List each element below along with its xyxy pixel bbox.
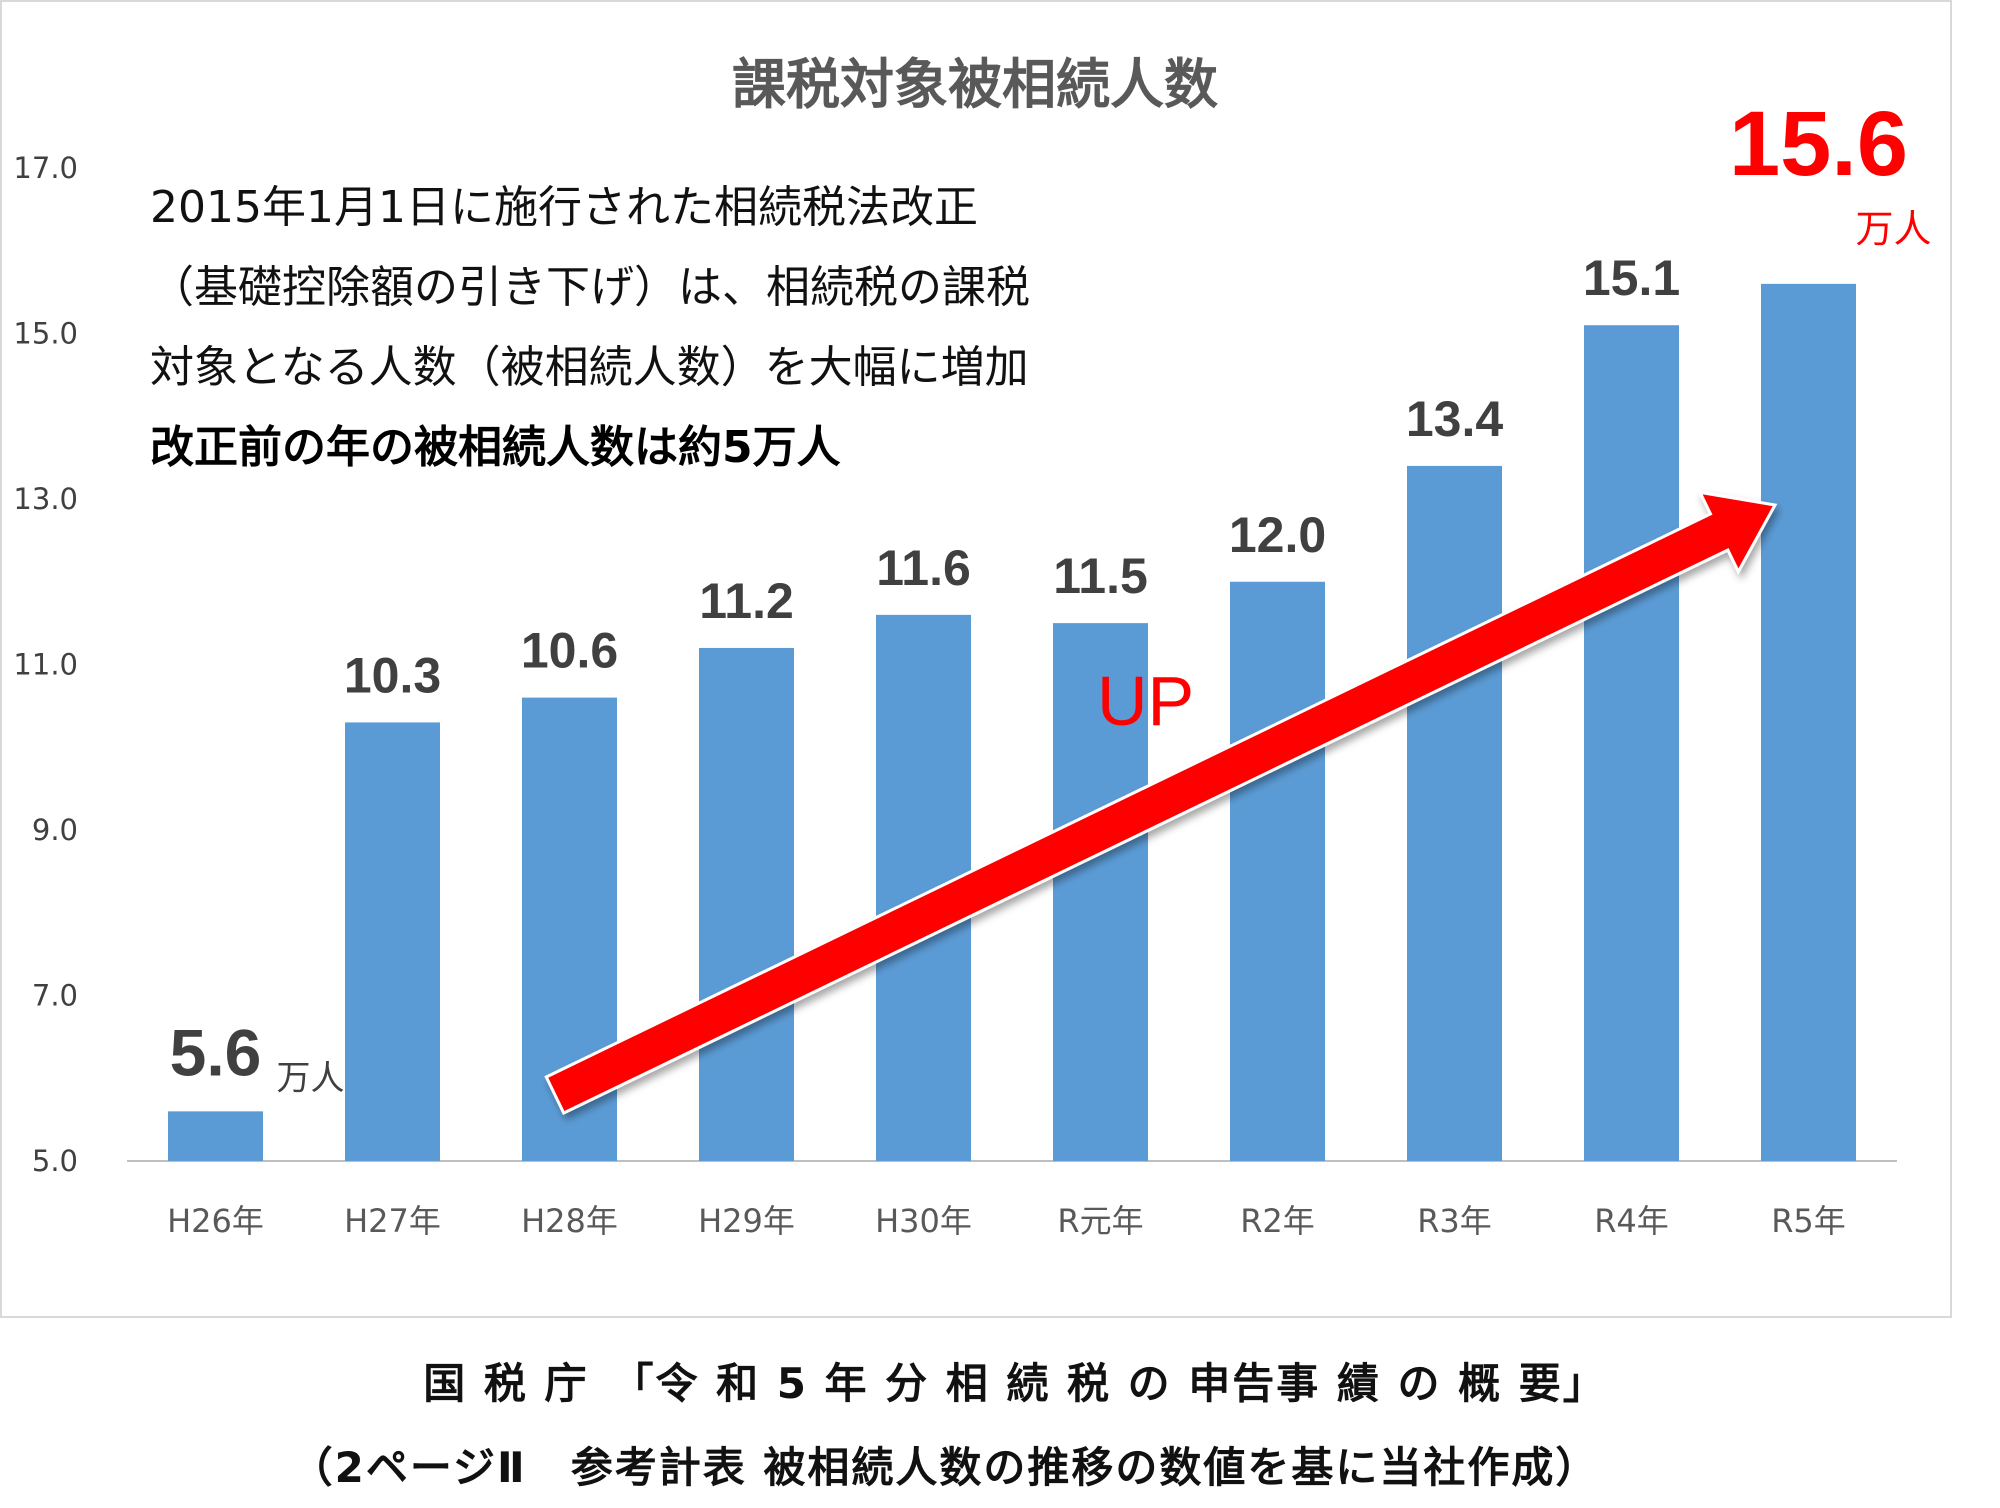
data-label: 11.5 xyxy=(1053,548,1148,604)
bar xyxy=(1584,325,1679,1162)
bar xyxy=(1407,465,1502,1161)
y-tick-label: 17.0 xyxy=(13,151,78,185)
data-label: 13.4 xyxy=(1406,391,1504,447)
up-arrow xyxy=(544,490,1778,1116)
annotation-line-2: （基礎控除額の引き下げ）は、相続税の課税 xyxy=(150,262,1030,313)
y-tick-label: 9.0 xyxy=(32,813,78,847)
bar xyxy=(345,722,440,1161)
x-tick-label: H27年 xyxy=(344,1202,441,1240)
data-label-unit: 万人 xyxy=(1855,207,1931,251)
x-axis: H26年 H27年 H28年 H29年 H30年 R元年 R2年 R3年 R4年 R5年 xyxy=(167,1202,1846,1240)
annotation-line-4: 改正前の年の被相続人数は約5万人 xyxy=(150,422,841,473)
data-label: 11.6 xyxy=(876,540,971,596)
x-tick-label: R元年 xyxy=(1057,1202,1143,1240)
x-tick-label: H28年 xyxy=(521,1202,618,1240)
bar xyxy=(699,647,794,1161)
bars xyxy=(168,283,1856,1162)
x-tick-label: R4年 xyxy=(1594,1202,1669,1240)
y-axis: 5.0 7.0 9.0 11.0 13.0 15.0 17.0 xyxy=(13,151,78,1178)
y-tick-label: 7.0 xyxy=(32,979,78,1013)
data-labels: 5.6 万人 10.3 10.6 11.2 11.6 11.5 12.0 13.4 15.1 15.… xyxy=(170,93,1932,1098)
y-tick-label: 13.0 xyxy=(13,482,78,516)
up-arrow-shape xyxy=(544,490,1778,1116)
annotation-line-1: 2015年1月1日に施行された相続税法改正 xyxy=(150,182,978,233)
x-tick-label: R5年 xyxy=(1771,1202,1846,1240)
bar xyxy=(168,1111,263,1161)
data-label: 5.6 xyxy=(170,1015,262,1089)
up-arrow-label: UP xyxy=(1097,662,1194,740)
source-line-1: 国 税 庁 「令 和 5 年 分 相 続 税 の 申告事 績 の 概 要」 xyxy=(423,1359,1607,1408)
annotation-text: 2015年1月1日に施行された相続税法改正 （基礎控除額の引き下げ）は、相続税の… xyxy=(150,182,1030,473)
x-tick-label: H26年 xyxy=(167,1202,264,1240)
annotation-line-3: 対象となる人数（被相続人数）を大幅に増加 xyxy=(150,342,1029,393)
y-tick-label: 11.0 xyxy=(13,648,78,682)
x-tick-label: R3年 xyxy=(1417,1202,1492,1240)
data-label: 10.6 xyxy=(521,623,618,679)
bar xyxy=(1761,283,1856,1162)
data-label: 10.3 xyxy=(344,647,441,703)
data-label-unit: 万人 xyxy=(277,1058,345,1098)
data-label: 12.0 xyxy=(1229,507,1326,563)
bar xyxy=(1230,581,1325,1161)
data-label: 15.1 xyxy=(1583,250,1680,306)
source-line-2: （2ページⅡ 参考計表 被相続人数の推移の数値を基に当社作成） xyxy=(291,1443,1600,1492)
bar xyxy=(1053,623,1148,1161)
data-label: 11.2 xyxy=(699,573,794,629)
chart-title: 課税対象被相続人数 xyxy=(732,53,1218,116)
data-label: 15.6 xyxy=(1729,93,1908,195)
x-tick-label: R2年 xyxy=(1240,1202,1315,1240)
y-tick-label: 5.0 xyxy=(32,1144,78,1178)
y-tick-label: 15.0 xyxy=(13,317,78,351)
x-tick-label: H29年 xyxy=(698,1202,795,1240)
x-tick-label: H30年 xyxy=(875,1202,972,1240)
